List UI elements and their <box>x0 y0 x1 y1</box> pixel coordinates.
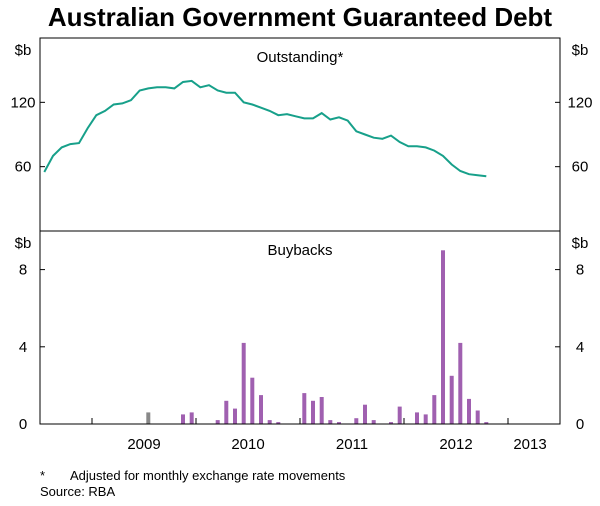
buyback-bar <box>215 420 220 424</box>
buybacks-ytick-label-left: 8 <box>19 262 27 279</box>
source-note: Source: RBA <box>40 484 116 499</box>
buybacks-ytick-label-right: 4 <box>576 339 584 356</box>
buyback-bar <box>441 250 445 424</box>
buyback-bar <box>233 408 237 424</box>
footnote-text: Adjusted for monthly exchange rate movem… <box>70 468 346 483</box>
outstanding-ytick-label-right: 60 <box>572 159 589 176</box>
buyback-bar <box>250 377 255 424</box>
buyback-bar <box>328 420 333 424</box>
buyback-bar <box>415 412 419 424</box>
outstanding-ytick-label-right: 120 <box>567 94 592 111</box>
buyback-bar <box>475 410 480 424</box>
buyback-bar <box>181 414 185 424</box>
buyback-bar <box>449 375 454 425</box>
buyback-bar <box>467 398 471 424</box>
buyback-bar <box>484 422 489 424</box>
buybacks-panel-title: Buybacks <box>267 242 332 259</box>
buyback-bar <box>389 422 393 424</box>
buyback-bar <box>311 400 315 424</box>
outstanding-ylabel-left: $b <box>15 42 32 59</box>
outstanding-ylabel-right: $b <box>572 42 589 59</box>
buyback-bar <box>363 404 367 424</box>
outstanding-ytick-label-left: 120 <box>10 94 35 111</box>
buybacks-ytick-label-left: 0 <box>19 416 27 433</box>
buybacks-ytick-label-right: 8 <box>576 262 584 279</box>
buyback-bar <box>423 414 428 424</box>
footnote: * Adjusted for monthly exchange rate move… <box>40 468 345 484</box>
buybacks-ytick-label-left: 4 <box>19 339 27 356</box>
x-tick-label: 2013 <box>513 436 546 453</box>
buybacks-ylabel-left: $b <box>15 235 32 252</box>
buyback-bar <box>337 422 341 424</box>
x-tick-label: 2010 <box>231 436 264 453</box>
x-tick-label: 2009 <box>127 436 160 453</box>
buyback-bar <box>458 342 463 424</box>
buyback-bar <box>354 418 359 424</box>
chart-frame <box>39 37 561 425</box>
buyback-bar <box>241 342 246 424</box>
buyback-bar <box>224 400 229 424</box>
footnote-marker: * <box>40 468 46 483</box>
outstanding-panel-title: Outstanding* <box>257 49 344 66</box>
buyback-bar <box>146 412 151 424</box>
buyback-bar <box>267 420 272 424</box>
buyback-bar <box>276 422 281 424</box>
outstanding-ytick-label-left: 60 <box>15 159 32 176</box>
buybacks-panel: Buybacks $b $b 0 0 4 4 8 8 <box>15 235 589 433</box>
buybacks-ylabel-right: $b <box>572 235 589 252</box>
buyback-bar <box>189 412 194 424</box>
outstanding-series-line <box>43 79 487 178</box>
x-axis: 2009 2010 2011 2012 2013 <box>91 418 547 453</box>
x-tick-label: 2011 <box>336 436 368 453</box>
x-tick-label: 2012 <box>439 436 472 453</box>
buyback-bar <box>259 395 263 424</box>
buybacks-ytick-label-right: 0 <box>576 416 584 433</box>
outstanding-panel: Outstanding* $b $b 60 60 120 120 <box>10 42 593 178</box>
buyback-bar <box>302 393 307 424</box>
chart-title: Australian Government Guaranteed Debt <box>47 2 553 32</box>
buyback-bar <box>319 397 324 424</box>
buyback-bar <box>397 406 402 424</box>
buyback-bar <box>432 395 437 424</box>
buyback-bar <box>371 420 376 424</box>
